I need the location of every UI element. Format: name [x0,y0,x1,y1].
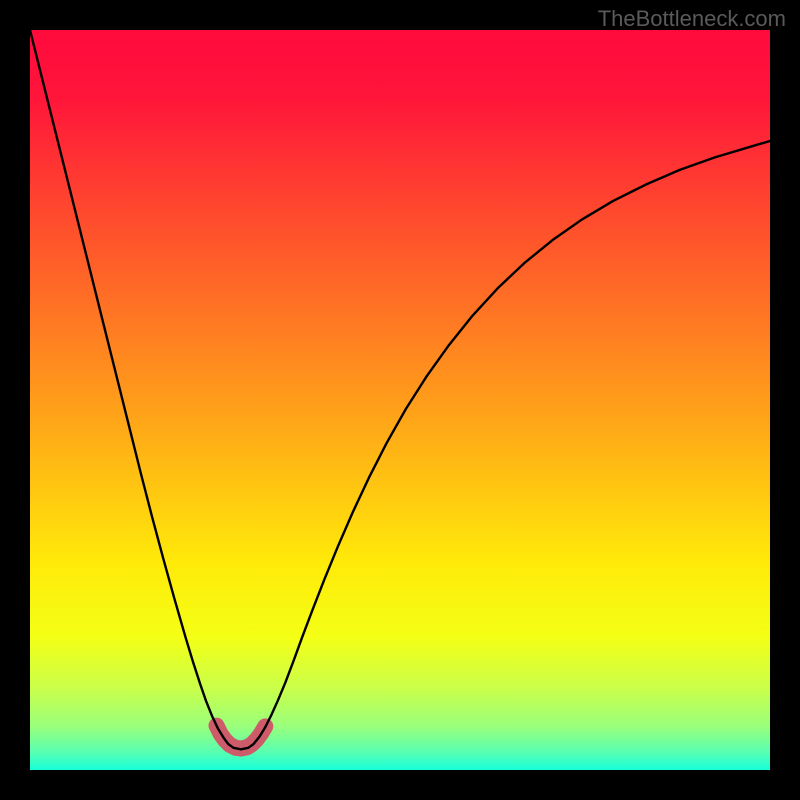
chart-plot-area [30,30,770,770]
watermark-label: TheBottleneck.com [598,6,786,32]
chart-background [30,30,770,770]
chart-svg [30,30,770,770]
